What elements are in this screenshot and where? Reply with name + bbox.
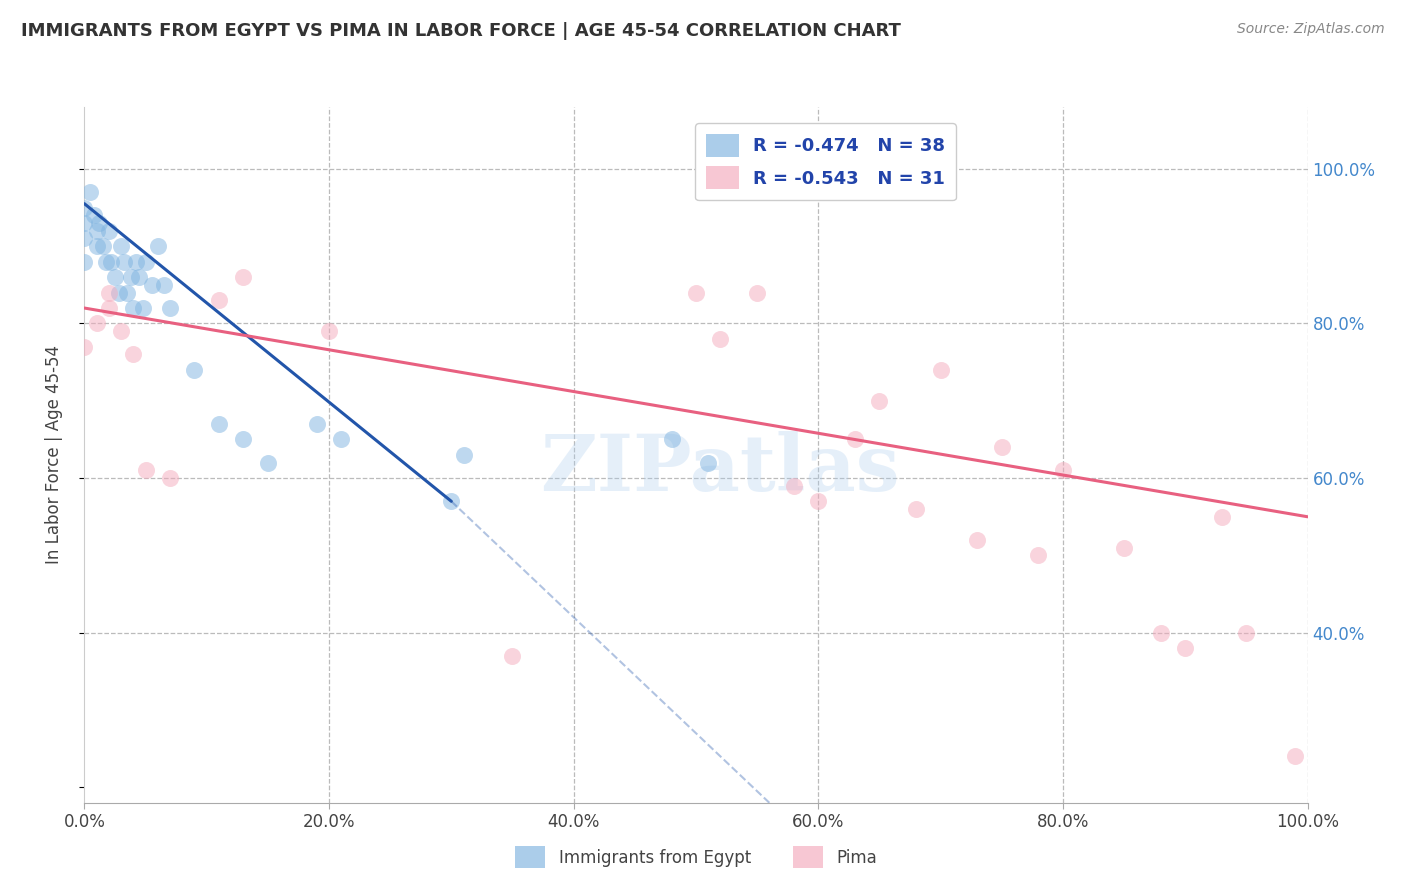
Point: [257, 456, 280, 470]
Point: [128, 270, 150, 285]
Point: [844, 433, 866, 447]
Point: [73, 231, 96, 245]
Point: [697, 456, 720, 470]
Point: [1174, 641, 1197, 656]
Point: [929, 363, 952, 377]
Point: [97, 285, 120, 300]
Point: [73, 340, 96, 354]
Point: [1114, 541, 1136, 555]
Point: [100, 254, 122, 268]
Point: [87, 216, 110, 230]
Point: [159, 301, 181, 315]
Point: [1150, 625, 1173, 640]
Point: [135, 463, 157, 477]
Point: [132, 301, 155, 315]
Point: [104, 270, 127, 285]
Point: [232, 270, 254, 285]
Point: [146, 239, 169, 253]
Point: [86, 224, 108, 238]
Point: [135, 254, 157, 268]
Point: [112, 254, 135, 268]
Point: [1211, 509, 1233, 524]
Point: [709, 332, 731, 346]
Point: [905, 502, 928, 516]
Point: [125, 254, 148, 268]
Point: [330, 433, 353, 447]
Point: [1052, 463, 1074, 477]
Point: [502, 648, 524, 663]
Text: ZIPatlas: ZIPatlas: [541, 431, 900, 507]
Point: [96, 254, 118, 268]
Y-axis label: In Labor Force | Age 45-54: In Labor Force | Age 45-54: [45, 345, 63, 565]
Point: [661, 433, 683, 447]
Point: [107, 285, 129, 300]
Point: [73, 254, 96, 268]
Point: [807, 494, 830, 508]
Point: [83, 208, 105, 222]
Point: [685, 285, 707, 300]
Point: [991, 440, 1014, 454]
Point: [440, 494, 463, 508]
Point: [453, 448, 475, 462]
Point: [115, 285, 138, 300]
Point: [86, 239, 108, 253]
Point: [1028, 549, 1050, 563]
Point: [97, 224, 120, 238]
Text: IMMIGRANTS FROM EGYPT VS PIMA IN LABOR FORCE | AGE 45-54 CORRELATION CHART: IMMIGRANTS FROM EGYPT VS PIMA IN LABOR F…: [21, 22, 901, 40]
Point: [318, 324, 340, 338]
Point: [141, 277, 163, 292]
Point: [91, 239, 114, 253]
Point: [305, 417, 328, 431]
Point: [153, 277, 176, 292]
Point: [1236, 625, 1258, 640]
Point: [183, 363, 205, 377]
Text: Source: ZipAtlas.com: Source: ZipAtlas.com: [1237, 22, 1385, 37]
Point: [73, 216, 96, 230]
Point: [208, 293, 231, 308]
Point: [86, 317, 108, 331]
Point: [97, 301, 120, 315]
Point: [208, 417, 231, 431]
Point: [79, 185, 101, 199]
Point: [747, 285, 769, 300]
Point: [159, 471, 181, 485]
Point: [110, 324, 132, 338]
Point: [869, 393, 891, 408]
Legend: Immigrants from Egypt, Pima: Immigrants from Egypt, Pima: [509, 839, 883, 874]
Point: [966, 533, 988, 547]
Point: [73, 201, 96, 215]
Point: [1284, 749, 1306, 764]
Point: [120, 270, 142, 285]
Point: [122, 301, 145, 315]
Point: [232, 433, 254, 447]
Point: [122, 347, 145, 361]
Point: [110, 239, 132, 253]
Point: [783, 479, 806, 493]
